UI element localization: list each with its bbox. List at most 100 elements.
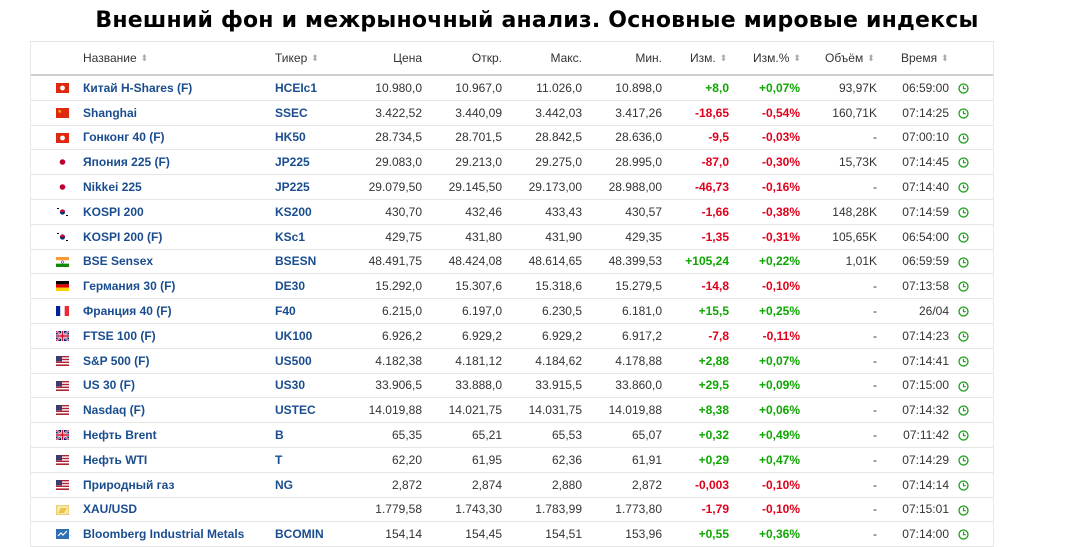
instrument-name-link[interactable]: Природный газ [83, 477, 175, 492]
sort-arrows-icon[interactable]: ⬍ [719, 52, 728, 63]
table-row[interactable]: Китай H-Shares (F) HCEIc1 10.980,0 10.967,0… [31, 76, 993, 101]
ticker-link[interactable]: DE30 [275, 279, 306, 294]
table-row[interactable]: Япония 225 (F) JP225 29.083,0 29.213,0 29.27… [31, 150, 993, 176]
header-open[interactable]: Откр. [471, 51, 502, 65]
instrument-name-link[interactable]: KOSPI 200 [83, 204, 144, 219]
instrument-name-link[interactable]: Гонконг 40 (F) [83, 130, 165, 145]
ticker-link[interactable]: US500 [275, 353, 312, 368]
table-row[interactable]: Нефть Brent B 65,35 65,21 65,53 65,07 +0,32 +0,… [31, 423, 993, 448]
instrument-name-link[interactable]: XAU/USD [83, 502, 138, 517]
ticker-link[interactable]: KSc1 [275, 229, 306, 244]
ticker-link[interactable]: HK50 [275, 130, 306, 145]
table-row[interactable]: KOSPI 200 (F) KSc1 429,75 431,80 431,90 429,3… [31, 225, 993, 250]
cell-price: 4.182,38 [375, 353, 422, 368]
ticker-link[interactable]: KS200 [275, 204, 312, 219]
ticker-link[interactable]: SSEC [275, 105, 308, 120]
ticker-link[interactable]: BCOMIN [275, 527, 324, 542]
sort-arrows-icon[interactable]: ⬍ [311, 52, 319, 63]
table-row[interactable]: Франция 40 (F) F40 6.215,0 6.197,0 6.230,5 6.… [31, 299, 993, 324]
table-row[interactable]: Nasdaq (F) USTEC 14.019,88 14.021,75 14.031,… [31, 398, 993, 424]
cell-chg: -18,65 [694, 105, 729, 120]
ticker-link[interactable]: JP225 [275, 155, 310, 170]
usa-flag [56, 454, 69, 465]
ticker-link[interactable]: JP225 [275, 180, 310, 195]
sort-arrows-icon[interactable]: ⬍ [941, 52, 949, 63]
instrument-name-link[interactable]: FTSE 100 (F) [83, 328, 156, 343]
instrument-name-link[interactable]: Китай H-Shares (F) [83, 80, 193, 95]
clock-icon [958, 480, 969, 491]
header-ticker[interactable]: Тикер ⬍ [275, 51, 319, 65]
cell-price: 14.019,88 [368, 403, 422, 418]
header-high[interactable]: Макс. [550, 51, 582, 65]
table-row[interactable]: XAU/USD 1.779,58 1.743,30 1.783,99 1.773,80 -… [31, 498, 993, 523]
cell-chgpct: -0,10% [761, 502, 800, 517]
cell-chg: -14,8 [701, 279, 729, 294]
table-row[interactable]: S&P 500 (F) US500 4.182,38 4.181,12 4.184,62… [31, 349, 993, 374]
sort-arrows-icon[interactable]: ⬍ [867, 52, 875, 63]
cell-open: 4.181,12 [455, 353, 502, 368]
south-korea-flag [56, 206, 69, 217]
header-price[interactable]: Цена [393, 51, 422, 65]
ticker-link[interactable]: NG [275, 477, 293, 492]
ticker-link[interactable]: BSESN [275, 254, 317, 269]
table-row[interactable]: BSE Sensex BSESN 48.491,75 48.424,08 48.614,… [31, 250, 993, 275]
cell-open: 6.197,0 [461, 304, 502, 319]
table-row[interactable]: Bloomberg Industrial Metals BCOMIN 154,14 1… [31, 522, 993, 547]
sort-arrows-icon[interactable]: ⬍ [793, 52, 801, 63]
instrument-name-link[interactable]: Bloomberg Industrial Metals [83, 527, 245, 542]
cell-vol: - [873, 477, 877, 492]
instrument-name-link[interactable]: Япония 225 (F) [83, 155, 170, 170]
table-body: Китай H-Shares (F) HCEIc1 10.980,0 10.967,0… [31, 76, 993, 547]
cell-price: 29.079,50 [368, 180, 422, 195]
clock-icon [958, 331, 969, 342]
table-row[interactable]: KOSPI 200 KS200 430,70 432,46 433,43 430,57 -1… [31, 200, 993, 225]
instrument-name-link[interactable]: Shanghai [83, 105, 138, 120]
header-name[interactable]: Название ⬍ [83, 51, 149, 65]
cell-vol: - [873, 378, 877, 393]
ticker-link[interactable]: HCEIc1 [275, 80, 318, 95]
instrument-name-link[interactable]: Нефть Brent [83, 428, 157, 443]
instrument-name-link[interactable]: Франция 40 (F) [83, 304, 172, 319]
header-low[interactable]: Мин. [635, 51, 662, 65]
table-row[interactable]: US 30 (F) US30 33.906,5 33.888,0 33.915,5 33.… [31, 374, 993, 399]
header-volume[interactable]: Объём ⬍ [825, 51, 875, 65]
cell-chg: -1,35 [701, 229, 729, 244]
table-row[interactable]: Гонконг 40 (F) HK50 28.734,5 28.701,5 28.842… [31, 126, 993, 151]
instrument-name-link[interactable]: Германия 30 (F) [83, 279, 176, 294]
ticker-link[interactable]: F40 [275, 304, 296, 319]
header-change[interactable]: Изм. ⬍ [690, 51, 728, 65]
table-row[interactable]: Природный газ NG 2,872 2,874 2,880 2,872 -0,00… [31, 473, 993, 498]
instrument-name-link[interactable]: S&P 500 (F) [83, 353, 150, 368]
header-change-pct[interactable]: Изм.% ⬍ [753, 51, 801, 65]
ticker-link[interactable]: B [275, 428, 284, 443]
table-row[interactable]: Nikkei 225 JP225 29.079,50 29.145,50 29.173,… [31, 175, 993, 200]
instrument-name-link[interactable]: Nasdaq (F) [83, 403, 146, 418]
cell-chgpct: -0,38% [761, 204, 800, 219]
instrument-name-link[interactable]: BSE Sensex [83, 254, 154, 269]
ticker-link[interactable]: UK100 [275, 328, 313, 343]
cell-low: 15.279,5 [615, 279, 662, 294]
instrument-name-link[interactable]: KOSPI 200 (F) [83, 229, 163, 244]
cell-open: 33.888,0 [455, 378, 502, 393]
table-row[interactable]: FTSE 100 (F) UK100 6.926,2 6.929,2 6.929,2 6.… [31, 324, 993, 349]
cell-high: 154,51 [545, 527, 582, 542]
table-row[interactable]: Германия 30 (F) DE30 15.292,0 15.307,6 15.31… [31, 274, 993, 300]
instrument-name-link[interactable]: Нефть WTI [83, 452, 148, 467]
ticker-link[interactable]: US30 [275, 378, 306, 393]
instrument-name-link[interactable]: Nikkei 225 [83, 180, 142, 195]
cell-time: 07:15:01 [902, 502, 949, 517]
ticker-link[interactable]: USTEC [275, 403, 316, 418]
cell-time: 07:14:59 [902, 204, 949, 219]
header-time[interactable]: Время ⬍ [901, 51, 949, 65]
cell-open: 48.424,08 [448, 254, 502, 269]
table-row[interactable]: ★ Shanghai SSEC 3.422,52 3.440,09 3.442,03 3.4… [31, 101, 993, 126]
cell-high: 29.275,0 [535, 155, 582, 170]
cell-open: 10.967,0 [455, 80, 502, 95]
sort-arrows-icon[interactable]: ⬍ [140, 52, 149, 63]
table-row[interactable]: Нефть WTI T 62,20 61,95 62,36 61,91 +0,29 +0,47… [31, 448, 993, 473]
cell-vol: - [873, 353, 877, 368]
ticker-link[interactable]: T [275, 452, 283, 467]
cell-open: 154,45 [465, 527, 502, 542]
instrument-name-link[interactable]: US 30 (F) [83, 378, 136, 393]
cell-high: 3.442,03 [535, 105, 582, 120]
